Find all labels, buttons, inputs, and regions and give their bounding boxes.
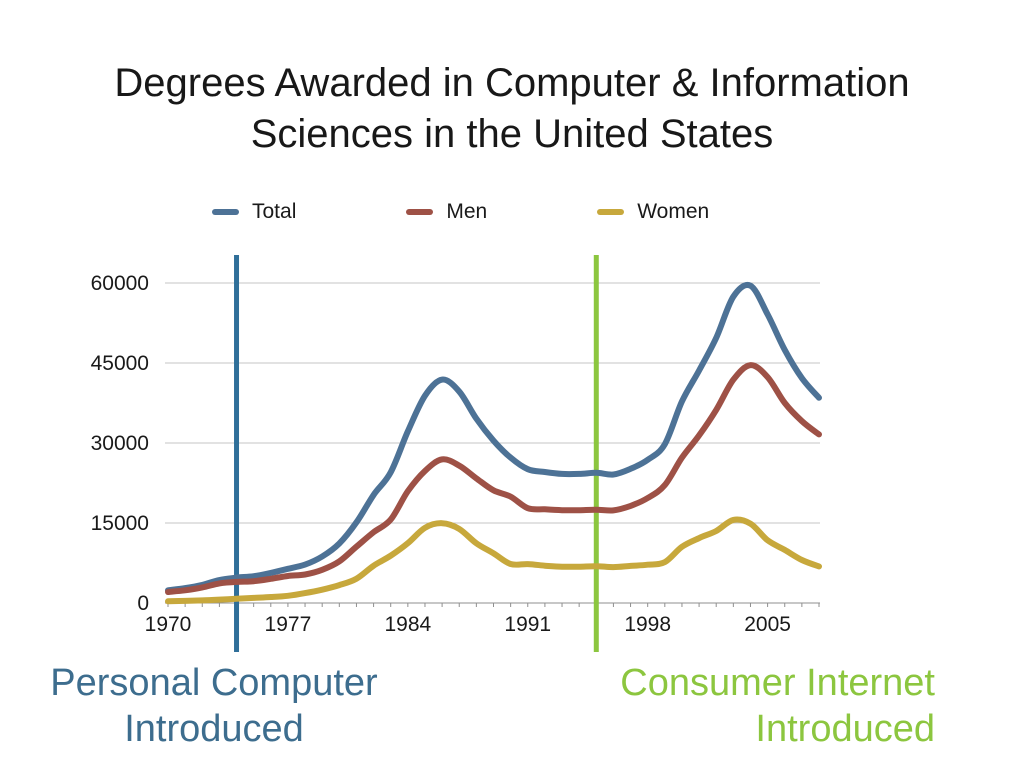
annotation-consumer-internet: Consumer Internet Introduced — [545, 660, 935, 753]
series-line-women — [165, 516, 822, 605]
annotation-personal-computer-line1: Personal Computer — [50, 662, 378, 704]
page-title: Degrees Awarded in Computer & Informatio… — [0, 58, 1024, 160]
annotation-personal-computer: Personal Computer Introduced — [8, 660, 420, 753]
x-tick-label-1970: 1970 — [145, 613, 192, 636]
legend-label-women: Women — [637, 200, 710, 223]
legend-item-total: Total — [212, 200, 296, 224]
y-tick-label-45000: 45000 — [91, 352, 149, 375]
x-tick-label-1991: 1991 — [504, 613, 551, 636]
annotation-consumer-internet-line1: Consumer Internet — [620, 662, 935, 704]
women-series-swatch-icon — [597, 209, 625, 215]
men-series-swatch-icon — [406, 209, 434, 215]
legend-item-women: Women — [597, 200, 709, 224]
y-tick-label-0: 0 — [137, 592, 149, 615]
legend-item-men: Men — [406, 200, 487, 224]
page-title-line1: Degrees Awarded in Computer & Informatio… — [114, 61, 910, 105]
x-tick-label-1977: 1977 — [265, 613, 312, 636]
x-tick-label-1998: 1998 — [624, 613, 671, 636]
y-tick-label-15000: 15000 — [91, 512, 149, 535]
y-tick-label-60000: 60000 — [91, 272, 149, 295]
x-tick-label-2005: 2005 — [744, 613, 791, 636]
page-title-line2: Sciences in the United States — [250, 112, 774, 157]
x-tick-label-1984: 1984 — [384, 613, 431, 636]
annotation-personal-computer-line2: Introduced — [124, 708, 304, 751]
total-series-swatch-icon — [212, 209, 239, 215]
series-line-men — [165, 362, 822, 595]
series-line-total — [165, 281, 822, 594]
chart-legend: Total Men Women — [212, 200, 709, 224]
annotation-consumer-internet-line2: Introduced — [755, 708, 935, 751]
legend-label-total: Total — [252, 200, 297, 223]
legend-label-men: Men — [446, 200, 488, 223]
y-tick-label-30000: 30000 — [91, 432, 149, 455]
